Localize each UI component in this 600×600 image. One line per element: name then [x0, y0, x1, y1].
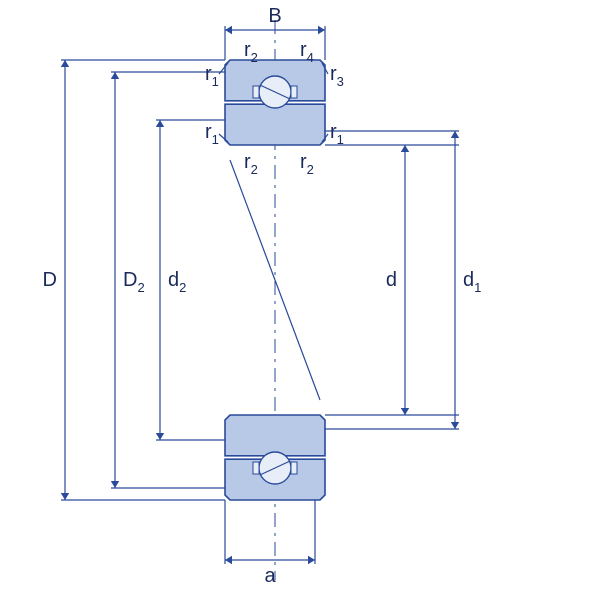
svg-text:r2: r2: [300, 151, 314, 177]
svg-text:a: a: [264, 565, 276, 587]
svg-text:r2: r2: [244, 151, 258, 177]
svg-text:D: D: [43, 269, 57, 291]
svg-text:r1: r1: [205, 63, 219, 89]
svg-text:r1: r1: [205, 121, 219, 147]
svg-text:d2: d2: [168, 269, 186, 295]
svg-text:r3: r3: [330, 63, 344, 89]
svg-text:d1: d1: [463, 269, 481, 295]
svg-text:d: d: [386, 269, 397, 291]
svg-text:r1: r1: [330, 121, 344, 147]
svg-text:B: B: [268, 5, 281, 27]
svg-text:D2: D2: [123, 269, 145, 295]
